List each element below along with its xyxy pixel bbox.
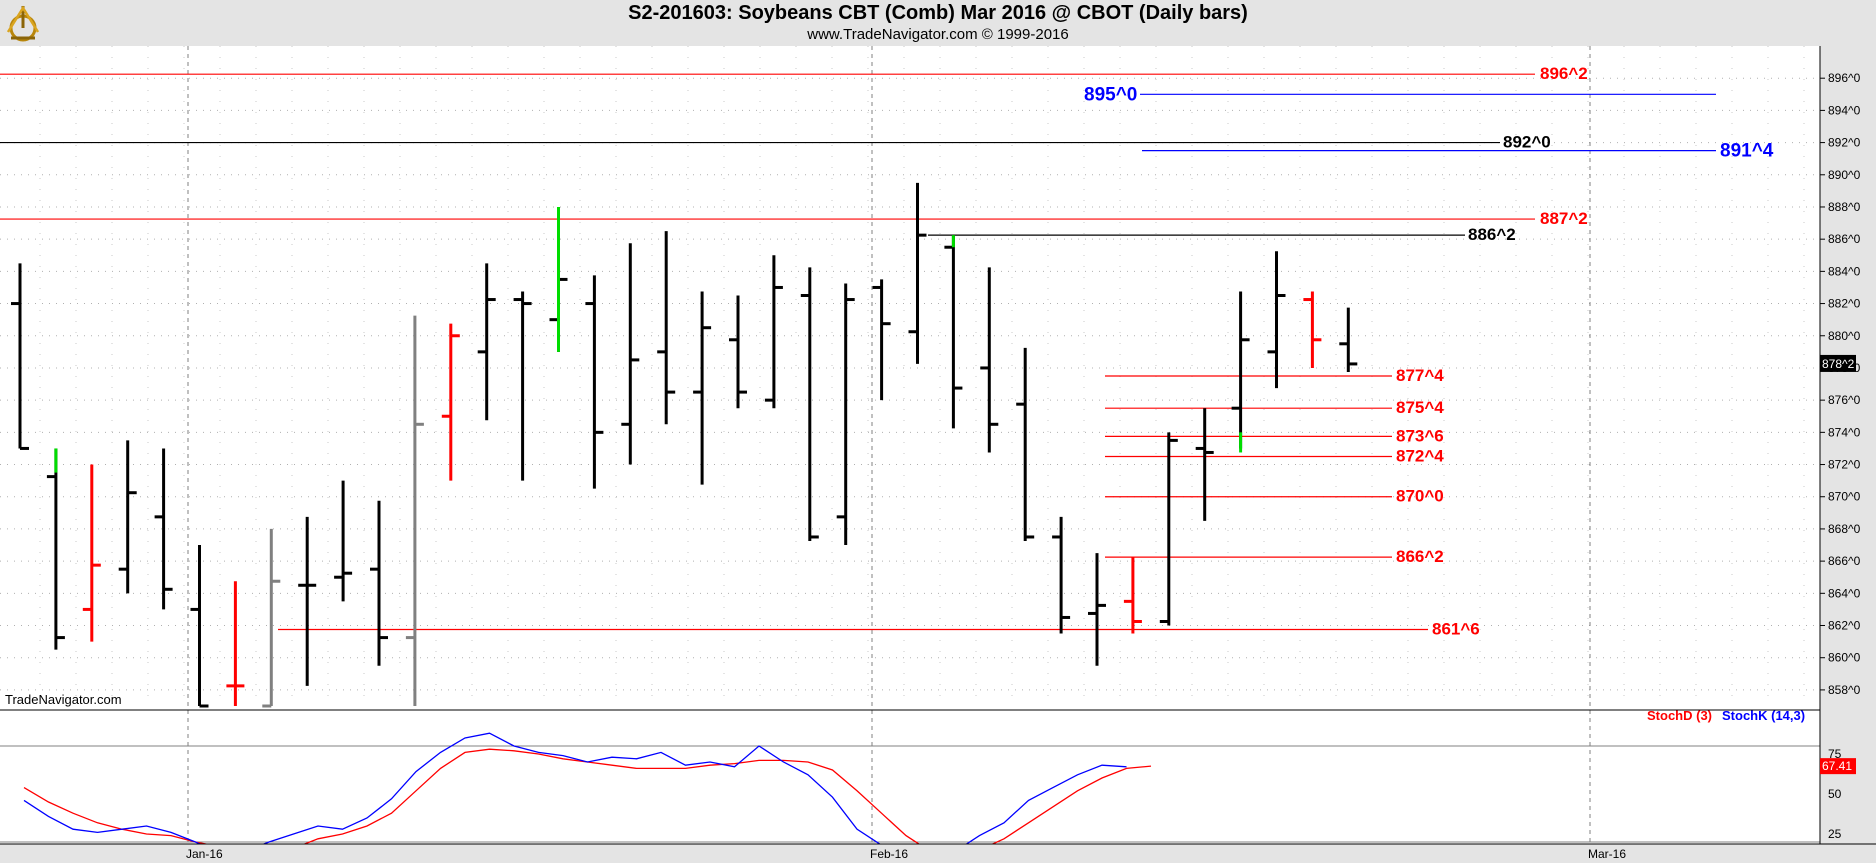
y-tick-label: 864^0 bbox=[1828, 586, 1861, 600]
legend-stochk: StochK (14,3) bbox=[1722, 708, 1805, 723]
y-tick-label: 868^0 bbox=[1828, 522, 1861, 536]
stoch-last-label: 67.41 bbox=[1822, 759, 1852, 773]
stoch-tick-label: 25 bbox=[1828, 827, 1842, 841]
level-label: 877^4 bbox=[1396, 366, 1444, 385]
level-label: 891^4 bbox=[1720, 141, 1774, 162]
y-tick-label: 896^0 bbox=[1828, 71, 1861, 85]
y-tick-label: 872^0 bbox=[1828, 458, 1861, 472]
y-tick-label: 894^0 bbox=[1828, 103, 1861, 117]
y-tick-label: 882^0 bbox=[1828, 297, 1861, 311]
y-tick-label: 888^0 bbox=[1828, 200, 1861, 214]
level-label: 886^2 bbox=[1468, 225, 1516, 244]
last-price-box bbox=[1820, 354, 1856, 372]
x-axis-panel bbox=[0, 844, 1876, 863]
y-tick-label: 866^0 bbox=[1828, 554, 1861, 568]
x-tick-label: Feb-16 bbox=[870, 847, 908, 861]
watermark: TradeNavigator.com bbox=[5, 692, 122, 707]
y-tick-label: 886^0 bbox=[1828, 232, 1861, 246]
level-label: 875^4 bbox=[1396, 398, 1444, 417]
legend-stochd: StochD (3) bbox=[1647, 708, 1712, 723]
chart-title: S2-201603: Soybeans CBT (Comb) Mar 2016 … bbox=[628, 2, 1248, 24]
sextant-logo-icon bbox=[6, 5, 40, 42]
level-label: 866^2 bbox=[1396, 547, 1444, 566]
y-tick-label: 880^0 bbox=[1828, 329, 1861, 343]
y-tick-label: 892^0 bbox=[1828, 136, 1861, 150]
x-tick-label: Jan-16 bbox=[186, 847, 223, 861]
y-tick-label: 874^0 bbox=[1828, 425, 1861, 439]
level-label: 895^0 bbox=[1084, 84, 1137, 105]
x-tick-label: Mar-16 bbox=[1588, 847, 1626, 861]
price-axis-panel bbox=[1820, 46, 1876, 863]
y-tick-label: 862^0 bbox=[1828, 619, 1861, 633]
y-tick-label: 890^0 bbox=[1828, 168, 1861, 182]
y-tick-label: 858^0 bbox=[1828, 683, 1861, 697]
stoch-tick-label: 50 bbox=[1828, 787, 1842, 801]
y-tick-label: 876^0 bbox=[1828, 393, 1861, 407]
stoch-series-line bbox=[23, 748, 1152, 856]
chart-subtitle: www.TradeNavigator.com © 1999-2016 bbox=[807, 26, 1069, 43]
level-label: 873^6 bbox=[1396, 426, 1444, 445]
last-price-label: 878^2 bbox=[1822, 357, 1855, 371]
y-tick-label: 884^0 bbox=[1828, 264, 1861, 278]
y-tick-label: 860^0 bbox=[1828, 651, 1861, 665]
level-label: 896^2 bbox=[1540, 64, 1588, 83]
level-label: 887^2 bbox=[1540, 209, 1588, 228]
level-label: 892^0 bbox=[1503, 133, 1551, 152]
stoch-last-box bbox=[1820, 758, 1856, 775]
stoch-tick-label: 75 bbox=[1828, 747, 1842, 761]
level-label: 870^0 bbox=[1396, 487, 1444, 506]
level-label: 861^6 bbox=[1432, 620, 1480, 639]
level-label: 872^4 bbox=[1396, 446, 1444, 465]
y-tick-label: 870^0 bbox=[1828, 490, 1861, 504]
title-bar: S2-201603: Soybeans CBT (Comb) Mar 2016 … bbox=[0, 0, 1876, 46]
